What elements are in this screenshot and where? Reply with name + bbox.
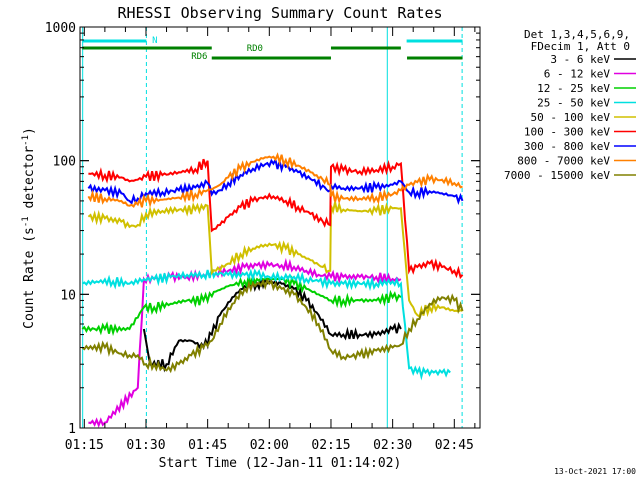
y-axis: 1 10 100 1000 bbox=[45, 21, 480, 437]
legend-label: 25 - 50 keV bbox=[537, 97, 610, 110]
legend-header-line-1: Det 1,3,4,5,6,9, bbox=[524, 28, 630, 41]
x-axis-label: Start Time (12-Jan-11 01:14:02) bbox=[159, 456, 402, 471]
state-label-rd6: RD6 bbox=[191, 52, 207, 62]
vertical-markers bbox=[82, 27, 463, 428]
x-tick-label: 02:30 bbox=[373, 438, 412, 453]
legend-label: 100 - 300 keV bbox=[524, 126, 610, 139]
y-tick-label: 10 bbox=[60, 288, 76, 303]
legend-label: 12 - 25 keV bbox=[537, 82, 610, 95]
series-line bbox=[81, 265, 451, 381]
state-label-rd0: RD0 bbox=[247, 44, 263, 54]
plot-frame bbox=[79, 26, 481, 429]
series-lines bbox=[81, 152, 464, 428]
x-tick-label: 01:45 bbox=[188, 438, 227, 453]
x-tick-label: 02:00 bbox=[250, 438, 289, 453]
x-axis: 01:15 01:30 01:45 02:00 02:15 02:30 02:45 bbox=[65, 27, 476, 453]
x-tick-label: 01:15 bbox=[65, 438, 104, 453]
series-line bbox=[88, 158, 464, 280]
series-line bbox=[81, 277, 464, 374]
series-line bbox=[87, 152, 463, 209]
legend-label: 800 - 7000 keV bbox=[517, 155, 610, 168]
legend-label: 7000 - 15000 keV bbox=[504, 169, 610, 182]
legend-label: 300 - 800 keV bbox=[524, 140, 610, 153]
series-line bbox=[87, 200, 463, 319]
x-tick-label: 02:15 bbox=[311, 438, 350, 453]
series-line bbox=[88, 257, 402, 428]
y-axis-label: Count Rate (s-1 detector-1) bbox=[21, 127, 37, 329]
footer-date: 13-Oct-2021 17:00 bbox=[554, 467, 636, 476]
y-tick-label: 1 bbox=[68, 422, 76, 437]
attenuator-state-bars: N RD0 RD6 bbox=[82, 36, 463, 62]
series-line bbox=[81, 275, 402, 337]
series-line bbox=[87, 157, 464, 206]
x-tick-label: 02:45 bbox=[435, 438, 474, 453]
legend: Det 1,3,4,5,6,9, FDecim 1, Att 0 3 - 6 k… bbox=[504, 28, 636, 182]
legend-label: 50 - 100 keV bbox=[531, 111, 611, 124]
y-tick-label: 100 bbox=[53, 155, 76, 170]
x-tick-label: 01:30 bbox=[126, 438, 165, 453]
legend-label: 6 - 12 keV bbox=[544, 68, 611, 81]
legend-label: 3 - 6 keV bbox=[550, 53, 610, 66]
state-label-n: N bbox=[152, 36, 157, 46]
chart-title: RHESSI Observing Summary Count Rates bbox=[117, 4, 442, 22]
legend-header-line-2: FDecim 1, Att 0 bbox=[531, 40, 630, 53]
y-tick-label: 1000 bbox=[45, 21, 76, 36]
